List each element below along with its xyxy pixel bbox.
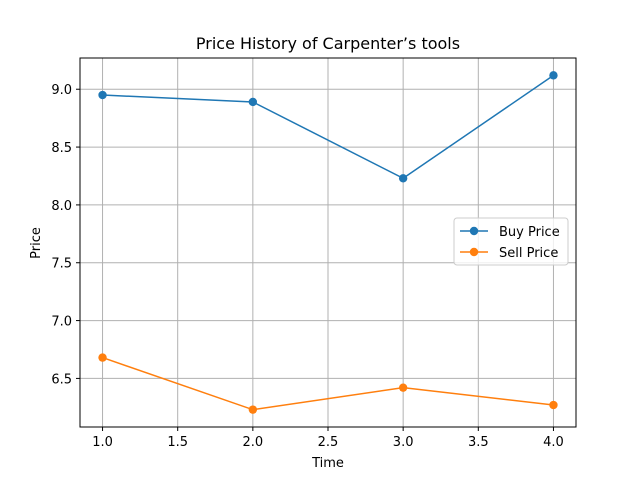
x-tick-label: 4.0 xyxy=(543,435,564,450)
legend-sell-price-marker xyxy=(469,247,479,257)
y-tick-label: 8.0 xyxy=(51,199,72,214)
y-axis-label: Price xyxy=(29,227,44,259)
y-tick-label: 6.5 xyxy=(51,372,72,387)
x-tick-label: 2.5 xyxy=(318,435,339,450)
buy-price-line xyxy=(102,74,554,180)
series-layer xyxy=(98,71,558,414)
x-tick-label: 3.5 xyxy=(468,435,489,450)
buy-price-point xyxy=(549,71,558,80)
sell-price-point xyxy=(98,353,107,362)
chart-title: Price History of Carpenter’s tools xyxy=(196,34,460,53)
legend-buy-price-label: Buy Price xyxy=(499,225,560,240)
x-axis-ticks: 1.0 1.5 2.0 2.5 3.0 3.5 4.0 xyxy=(92,427,564,450)
x-axis-label: Time xyxy=(311,456,344,471)
sell-price-point xyxy=(398,383,408,392)
sell-price-line xyxy=(102,356,554,411)
legend-box xyxy=(453,217,569,266)
x-tick-label: 1.0 xyxy=(92,435,113,450)
y-tick-label: 9.0 xyxy=(51,83,72,98)
legend-sell-price-label: Sell Price xyxy=(499,246,558,261)
sell-price-point xyxy=(549,400,558,410)
buy-price-point xyxy=(248,97,258,107)
buy-price-point xyxy=(398,174,408,183)
sell-price-point xyxy=(248,405,258,414)
y-tick-label: 7.5 xyxy=(51,257,72,272)
x-tick-label: 2.0 xyxy=(243,435,264,450)
legend: Buy Price Sell Price xyxy=(453,217,569,266)
y-axis-ticks: 6.5 7.0 7.5 8.0 8.5 9.0 xyxy=(51,83,80,387)
legend-buy-price-marker xyxy=(469,226,479,236)
buy-price-point xyxy=(98,90,107,100)
y-tick-label: 7.0 xyxy=(51,315,72,330)
y-tick-label: 8.5 xyxy=(51,141,72,156)
x-tick-label: 3.0 xyxy=(393,435,414,450)
x-tick-label: 1.5 xyxy=(167,435,188,450)
